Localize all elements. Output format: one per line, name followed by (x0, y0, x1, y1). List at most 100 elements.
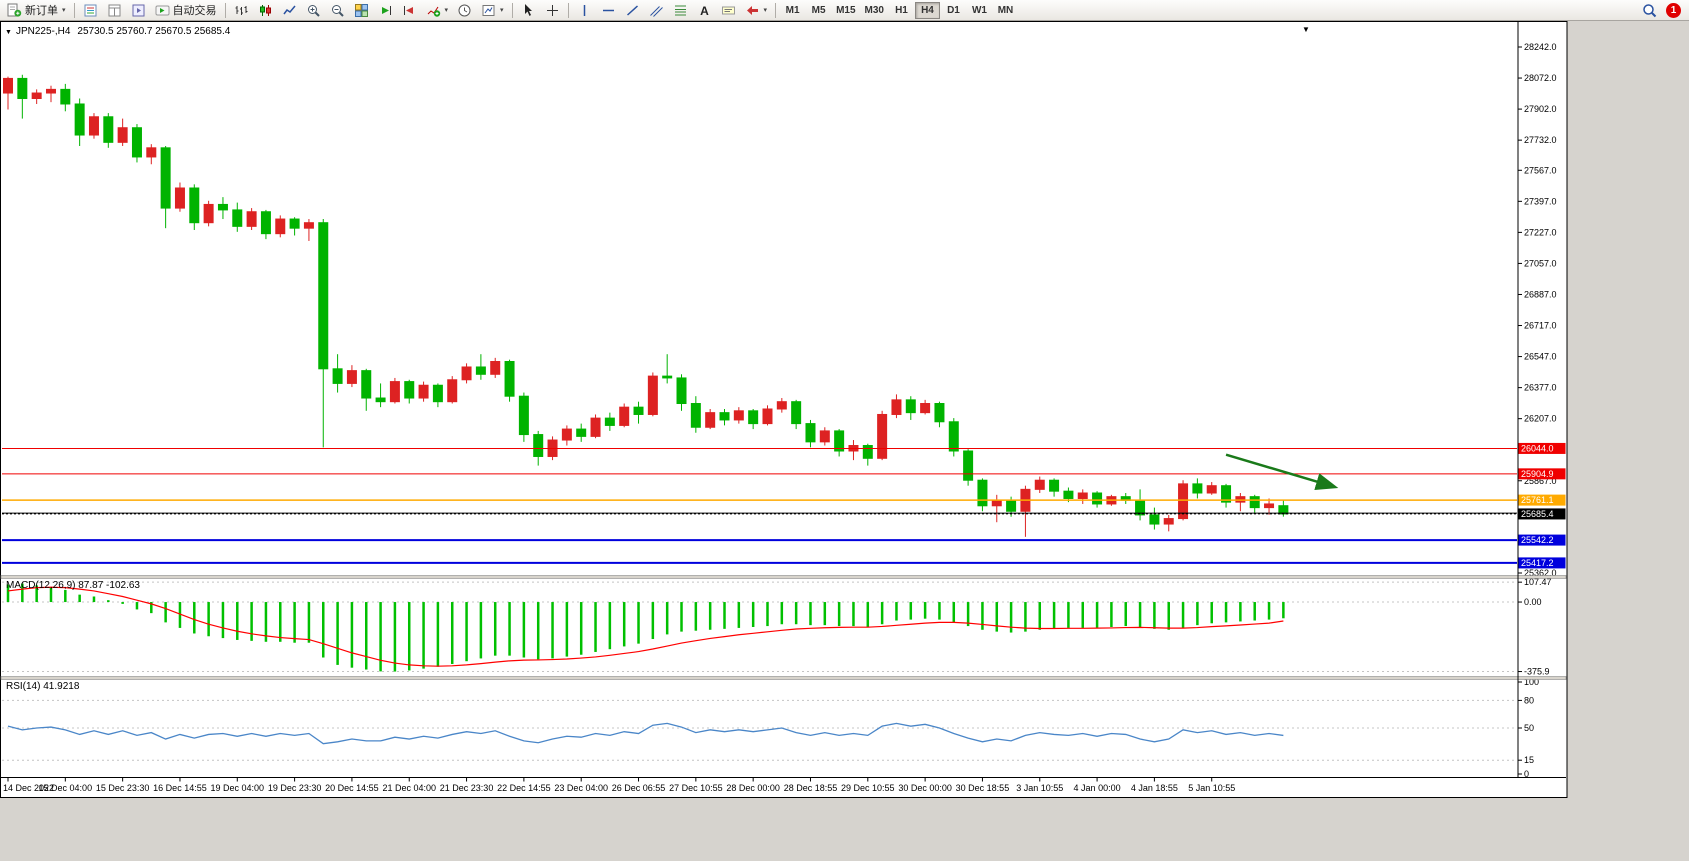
new-order-button[interactable]: 新订单 ▾ (3, 1, 70, 20)
candle (3, 76, 13, 110)
periods-button[interactable] (453, 1, 476, 20)
candle (791, 399, 802, 430)
horizontal-line-button[interactable] (597, 1, 620, 20)
svg-text:22 Dec 14:55: 22 Dec 14:55 (497, 783, 551, 793)
svg-text:50: 50 (1524, 723, 1534, 733)
candle (332, 354, 343, 393)
candle (361, 368, 372, 411)
macd-histogram (6, 583, 1285, 672)
templates-button[interactable]: ▾ (477, 1, 508, 20)
candle (1034, 476, 1045, 494)
depth-of-market-icon (84, 4, 97, 16)
candle (905, 396, 916, 420)
svg-text:21 Dec 23:30: 21 Dec 23:30 (440, 783, 494, 793)
depth-of-market-button[interactable] (79, 1, 102, 20)
auto-trading-button[interactable]: 自动交易 (151, 1, 221, 20)
chart-shift-icon (403, 5, 413, 15)
candle (303, 219, 314, 241)
main-toolbar: 新订单 ▾ 自动交易 ▾ (0, 0, 1689, 21)
timeframe-w1-button[interactable]: W1 (967, 2, 992, 19)
cursor-button[interactable] (517, 1, 540, 20)
price-axis-labels: 28242.0 28072.0 27902.0 27732.0 27567.0 27397… (1518, 42, 1557, 578)
strategy-tester-button[interactable] (127, 1, 150, 20)
toolbar-right-group: 1 (1638, 1, 1686, 20)
chart-shift-button[interactable] (398, 1, 421, 20)
candle (748, 408, 759, 430)
bar-chart-button[interactable] (230, 1, 253, 20)
text-label-button[interactable] (717, 1, 740, 20)
price-badge: 25761.1 (1518, 494, 1566, 506)
indicators-icon (427, 6, 440, 17)
candle (45, 85, 56, 103)
timeframe-m1-button[interactable]: M1 (780, 2, 805, 19)
trendline-button[interactable] (621, 1, 644, 20)
candle (60, 83, 71, 112)
candle (1249, 494, 1260, 514)
svg-text:14 Dec 2022: 14 Dec 2022 (3, 783, 54, 793)
data-window-button[interactable] (103, 1, 126, 20)
chart-menu-icon[interactable]: ▼ (1302, 25, 1310, 34)
equidistant-channel-button[interactable] (645, 1, 668, 20)
candle (647, 372, 658, 417)
candle (490, 357, 501, 378)
svg-text:30 Dec 00:00: 30 Dec 00:00 (898, 783, 952, 793)
crosshair-button[interactable] (541, 1, 564, 20)
zoom-out-button[interactable] (326, 1, 349, 20)
search-icon (1643, 3, 1657, 17)
timeframe-m15-button[interactable]: M15 (832, 2, 859, 19)
svg-text:25362.0: 25362.0 (1524, 568, 1557, 578)
indicators-button[interactable]: ▾ (422, 1, 453, 20)
line-chart-button[interactable] (278, 1, 301, 20)
svg-text:27732.0: 27732.0 (1524, 135, 1557, 145)
zoom-in-button[interactable] (302, 1, 325, 20)
workspace: 107.47 0.00 -375.9 100 80 50 15 0 28242.0 28072.0… (0, 21, 1689, 861)
candle (289, 217, 300, 236)
trendline-icon (626, 4, 638, 16)
candle (74, 98, 85, 146)
price-lines: 26044.0 25904.9 25761.1 25685.4 25542.2 25417… (2, 442, 1566, 569)
candle (174, 182, 185, 212)
tile-windows-button[interactable] (350, 1, 373, 20)
candle (819, 427, 830, 446)
timeframe-m5-button[interactable]: M5 (806, 2, 831, 19)
vertical-line-icon (583, 4, 585, 16)
svg-text:100: 100 (1524, 677, 1539, 687)
candle (475, 354, 486, 380)
price-badge: 26044.0 (1518, 442, 1566, 454)
timeframe-mn-button[interactable]: MN (993, 2, 1018, 19)
candle (17, 74, 28, 119)
search-button[interactable] (1638, 1, 1661, 20)
auto-scroll-button[interactable] (374, 1, 397, 20)
text-button[interactable]: A (693, 1, 716, 20)
candlestick-chart-icon (259, 4, 271, 16)
timeframe-m30-button[interactable]: M30 (861, 2, 888, 19)
candle (518, 392, 529, 442)
trend-arrow[interactable] (1225, 453, 1339, 491)
candle (318, 219, 329, 448)
timeframe-h4-button[interactable]: H4 (914, 1, 940, 19)
zoom-out-icon (331, 4, 344, 17)
candle (619, 403, 630, 428)
rsi-scale: 100 80 50 15 0 (2, 677, 1539, 779)
candle (877, 410, 888, 461)
vertical-line-button[interactable] (573, 1, 596, 20)
timeframe-d1-button[interactable]: D1 (941, 2, 966, 19)
arrows-button[interactable]: ▾ (741, 1, 772, 20)
svg-text:29 Dec 10:55: 29 Dec 10:55 (841, 783, 895, 793)
candle (862, 443, 873, 466)
fibonacci-button[interactable] (669, 1, 692, 20)
svg-text:25904.9: 25904.9 (1521, 469, 1554, 479)
candle (733, 407, 744, 424)
panel-splitter[interactable] (0, 575, 1567, 680)
candlestick-chart-button[interactable] (254, 1, 277, 20)
svg-text:27057.0: 27057.0 (1524, 258, 1557, 268)
crosshair-icon (546, 4, 558, 16)
notification-badge[interactable]: 1 (1666, 2, 1681, 18)
new-order-icon (7, 3, 22, 17)
svg-text:3 Jan 10:55: 3 Jan 10:55 (1016, 783, 1063, 793)
toolbar-separator (224, 2, 226, 18)
svg-text:5 Jan 10:55: 5 Jan 10:55 (1188, 783, 1235, 793)
timeframe-h1-button[interactable]: H1 (889, 2, 914, 19)
